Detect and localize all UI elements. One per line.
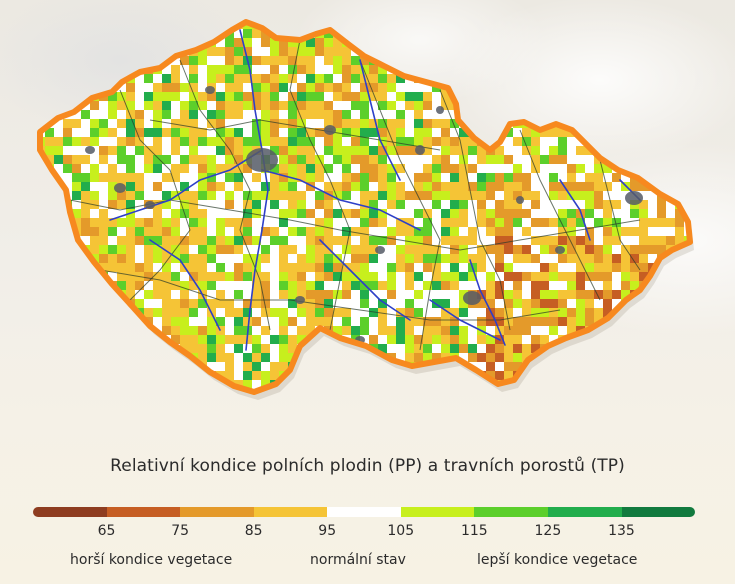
scale-tick: 115 [460,523,488,539]
scale-tick: 95 [318,523,337,539]
scale-tick: 75 [171,523,190,539]
scale-segment-0 [33,507,107,517]
caption-better: lepší kondice vegetace [477,552,638,568]
scale-ticks: 65 75 85 95 105 115 125 135 [0,523,735,543]
map [37,19,694,400]
scale-segment-4 [327,507,401,517]
czech-republic-map [37,19,694,400]
rivers [109,29,641,351]
scale-tick: 125 [534,523,562,539]
scale-segment-2 [180,507,254,517]
scale-segment-7 [547,507,622,517]
country-border [37,19,693,395]
scale-segment-6 [474,507,548,517]
scale-tick: 85 [244,523,263,539]
legend: Relativní kondice polních plodin (PP) a … [0,430,735,584]
scale-segment-8 [621,507,695,517]
caption-normal: normální stav [310,552,406,568]
scale-segment-1 [106,507,181,517]
color-scale-bar [33,507,695,517]
legend-title: Relativní kondice polních plodin (PP) a … [110,456,625,476]
scale-tick: 135 [608,523,635,539]
caption-worse: horší kondice vegetace [70,552,233,568]
scale-tick: 105 [387,523,415,539]
urban-areas [85,86,643,344]
scale-tick: 65 [97,523,116,539]
scale-segment-5 [400,507,475,517]
scale-segment-3 [253,507,328,517]
scale-captions: horší kondice vegetace normální stav lep… [0,552,735,572]
